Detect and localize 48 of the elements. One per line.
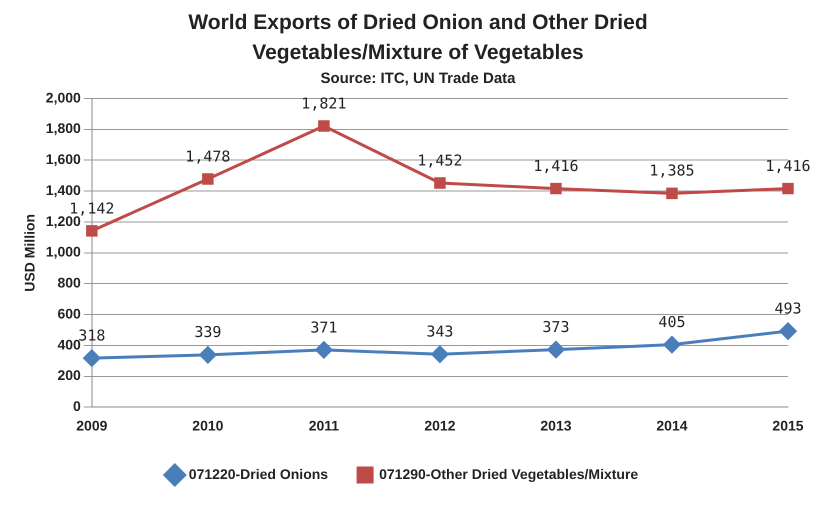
point [434,177,446,189]
point [550,182,562,194]
x-tick-label: 2015 [772,417,804,434]
y-tick-label: 1,800 [46,120,82,136]
y-axis-title: USD Million [21,214,38,292]
data-label: 1,385 [649,162,695,180]
y-tick-label: 1,000 [46,244,82,260]
x-tick-label: 2012 [424,417,456,434]
data-label: 405 [658,313,686,332]
chart-subtitle: Source: ITC, UN Trade Data [319,70,517,87]
data-label: 371 [310,318,338,336]
point [431,346,448,363]
data-label: 1,416 [533,156,579,175]
chart-title: World Exports of Dried Onion and Other Dried Vegetables/Mixture of Vegetables [187,10,649,66]
y-tick-label: 2,000 [46,89,82,106]
point [202,173,214,185]
data-label: 1,821 [301,94,346,112]
y-tick-label: 1,400 [46,182,82,198]
point [547,341,564,358]
data-label: 493 [774,299,802,318]
y-tick-label: 800 [57,274,82,291]
y-tick-label: 1,600 [46,151,82,168]
point [315,341,332,358]
data-label: 343 [426,322,454,341]
y-tick-label: 200 [57,367,82,384]
point [780,322,796,340]
x-tick-label: 2013 [540,417,572,434]
data-label: 1,416 [765,156,811,175]
point [782,182,794,194]
x-tick-label: 2011 [308,417,340,434]
legend-label: 071220-Dried Onions [188,466,328,482]
point [199,346,216,364]
y-tick-label: 0 [73,398,82,414]
point [86,225,98,237]
data-label: 1,478 [185,147,230,166]
point [666,188,678,200]
data-label: 1,452 [417,151,462,170]
x-tick-label: 2009 [76,417,108,434]
x-tick-label: 2010 [192,417,224,434]
point [318,120,330,132]
legend-label: 071290-Other Dried Vegetables/Mixture [379,466,638,482]
data-label: 339 [194,323,222,342]
y-tick-label: 600 [57,305,82,322]
x-tick-label: 2014 [656,417,688,434]
point [83,350,100,367]
data-label: 373 [542,318,570,336]
point [663,336,680,354]
y-tick-label: 400 [57,336,82,352]
